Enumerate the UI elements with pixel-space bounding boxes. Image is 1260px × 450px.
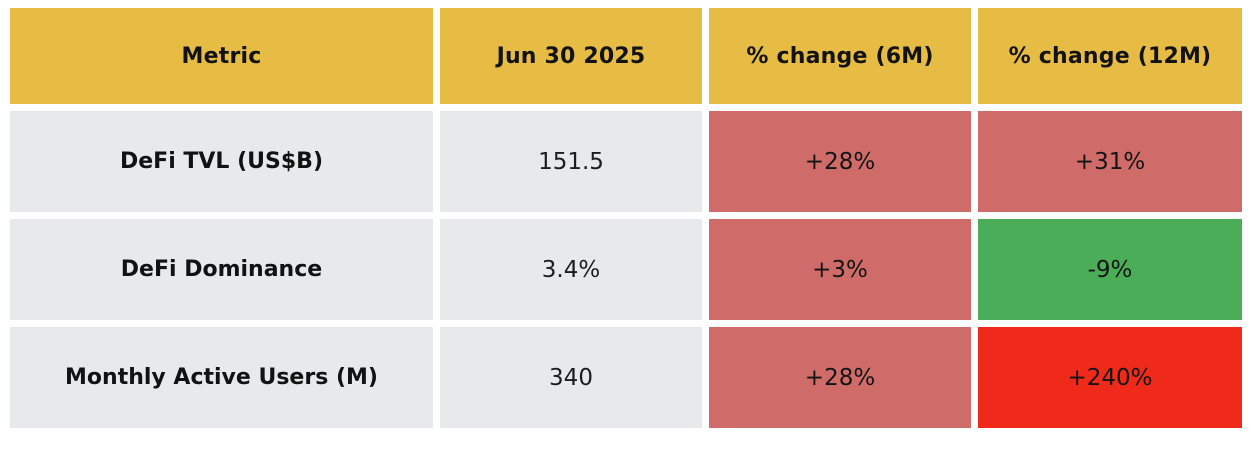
metric-label-defi-dominance: DeFi Dominance [10,219,433,320]
change-12m-defi-tvl: +31% [978,111,1242,212]
column-header-metric: Metric [10,8,433,104]
change-6m-defi-tvl: +28% [709,111,971,212]
value-defi-tvl: 151.5 [440,111,702,212]
defi-metrics-table: Metric Jun 30 2025 % change (6M) % chang… [10,8,1242,428]
metric-label-defi-tvl: DeFi TVL (US$B) [10,111,433,212]
change-6m-monthly-active-users: +28% [709,327,971,428]
column-header-date: Jun 30 2025 [440,8,702,104]
value-monthly-active-users: 340 [440,327,702,428]
change-12m-defi-dominance: -9% [978,219,1242,320]
column-header-change-6m: % change (6M) [709,8,971,104]
column-header-change-12m: % change (12M) [978,8,1242,104]
change-6m-defi-dominance: +3% [709,219,971,320]
metric-label-monthly-active-users: Monthly Active Users (M) [10,327,433,428]
change-12m-monthly-active-users: +240% [978,327,1242,428]
value-defi-dominance: 3.4% [440,219,702,320]
